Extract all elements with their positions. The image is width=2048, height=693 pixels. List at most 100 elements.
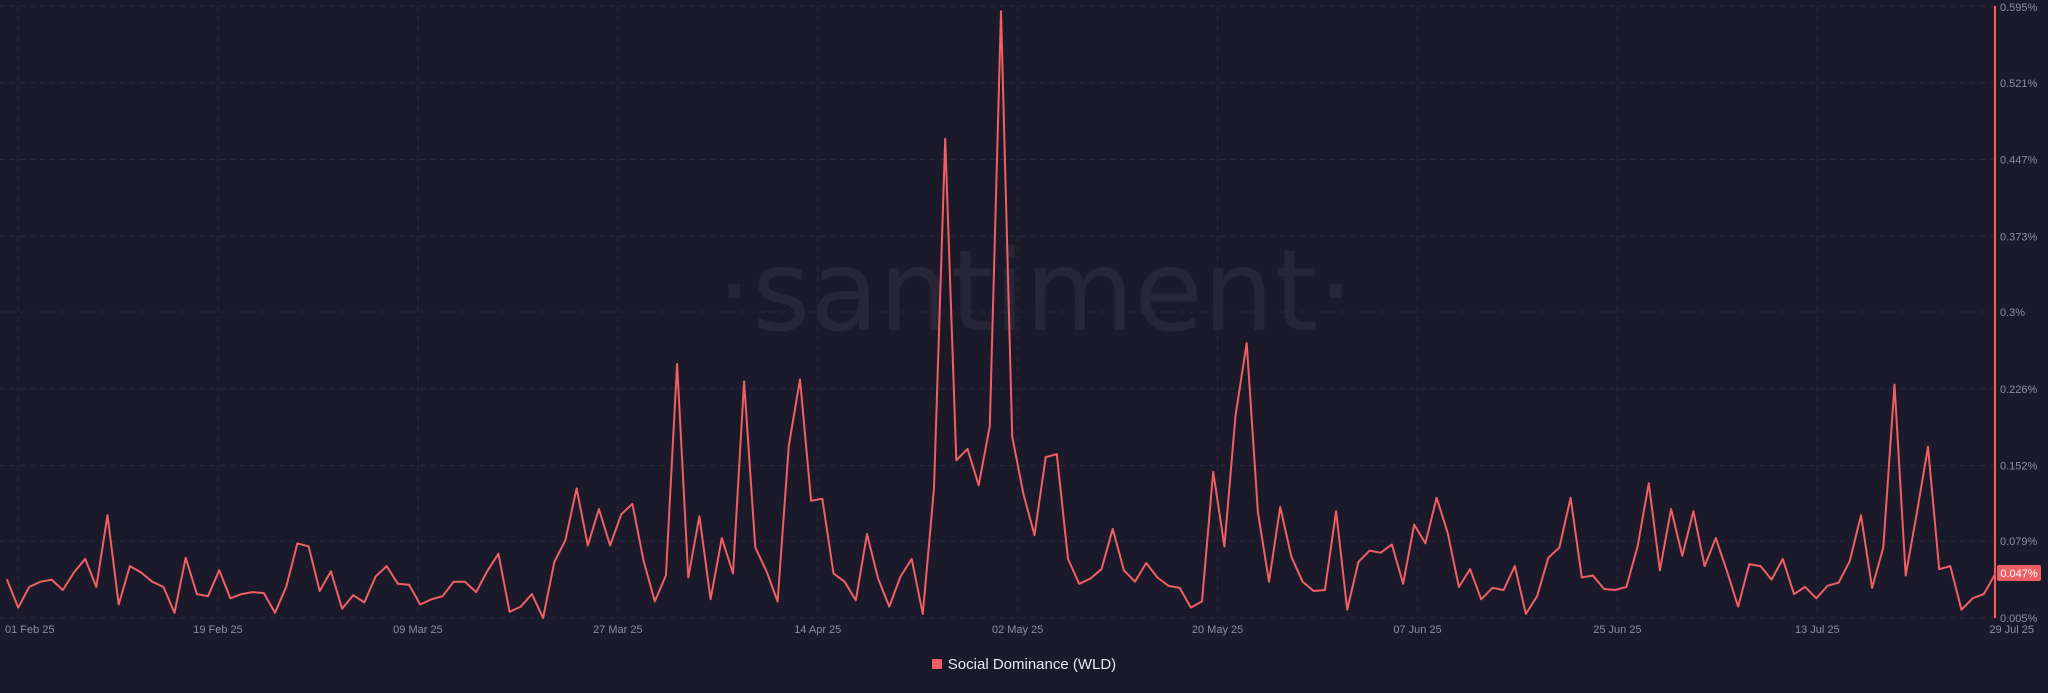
data-point bbox=[598, 508, 600, 510]
x-tick-label: 09 Mar 25 bbox=[393, 624, 443, 636]
data-point bbox=[944, 138, 946, 140]
data-point bbox=[397, 583, 399, 585]
data-point bbox=[1346, 608, 1348, 611]
data-point bbox=[1156, 576, 1159, 579]
data-point bbox=[1927, 446, 1929, 448]
data-point bbox=[1804, 586, 1806, 588]
data-point bbox=[1424, 542, 1427, 545]
data-point bbox=[1379, 551, 1382, 554]
data-point bbox=[1044, 456, 1047, 459]
data-point bbox=[251, 591, 254, 593]
data-point bbox=[1659, 569, 1661, 572]
data-point bbox=[95, 586, 98, 588]
data-point bbox=[1201, 600, 1203, 603]
data-point bbox=[1391, 543, 1393, 546]
data-point bbox=[162, 586, 165, 588]
data-point bbox=[654, 600, 656, 603]
data-point bbox=[1614, 589, 1617, 591]
data-point bbox=[1234, 414, 1237, 417]
data-point bbox=[430, 598, 433, 601]
data-point bbox=[1178, 587, 1181, 589]
data-point bbox=[274, 612, 276, 614]
data-point bbox=[1301, 580, 1304, 583]
data-point bbox=[754, 546, 757, 549]
data-point bbox=[73, 571, 75, 574]
data-point bbox=[910, 558, 913, 560]
data-point bbox=[609, 544, 611, 547]
data-point bbox=[587, 544, 589, 547]
data-point bbox=[1290, 556, 1293, 558]
data-point bbox=[1681, 555, 1684, 557]
x-tick-label: 19 Feb 25 bbox=[193, 624, 243, 636]
data-point bbox=[899, 575, 902, 578]
data-point bbox=[6, 578, 8, 581]
data-point bbox=[542, 617, 544, 619]
data-point bbox=[687, 576, 690, 579]
data-point bbox=[620, 513, 623, 516]
data-point bbox=[1011, 435, 1013, 438]
data-point bbox=[564, 539, 567, 541]
data-point bbox=[1703, 565, 1706, 567]
x-tick-label: 29 Jul 25 bbox=[1989, 624, 2034, 636]
data-point bbox=[1268, 580, 1270, 583]
data-point bbox=[1782, 558, 1784, 560]
data-point bbox=[374, 575, 377, 578]
data-point bbox=[1279, 506, 1281, 508]
data-point bbox=[1569, 496, 1572, 499]
data-point bbox=[966, 448, 969, 450]
x-axis-ticks: 01 Feb 25 19 Feb 25 09 Mar 25 27 Mar 25 14 A… bbox=[5, 624, 2034, 636]
data-point bbox=[151, 580, 153, 583]
data-point bbox=[1871, 587, 1873, 589]
data-point bbox=[475, 591, 477, 593]
data-point bbox=[117, 603, 120, 606]
data-point bbox=[866, 533, 868, 535]
data-point bbox=[28, 586, 31, 588]
legend-swatch bbox=[931, 659, 942, 669]
data-point bbox=[1983, 593, 1985, 595]
x-tick-label: 07 Jun 25 bbox=[1393, 624, 1441, 636]
data-point bbox=[285, 586, 288, 588]
data-point bbox=[810, 500, 812, 502]
data-point bbox=[296, 542, 299, 545]
data-point bbox=[1089, 577, 1092, 580]
data-point bbox=[196, 593, 198, 595]
y-tick-label: 0.447% bbox=[2000, 155, 2038, 167]
data-point bbox=[799, 378, 801, 381]
data-point bbox=[1212, 470, 1214, 473]
data-point bbox=[843, 580, 846, 583]
data-point bbox=[776, 600, 779, 603]
data-point bbox=[1100, 568, 1103, 570]
data-point bbox=[1793, 593, 1795, 595]
data-point bbox=[218, 569, 220, 572]
data-point bbox=[709, 598, 712, 601]
data-point bbox=[1223, 545, 1226, 548]
data-point bbox=[1078, 583, 1080, 585]
data-point bbox=[318, 590, 321, 592]
data-point bbox=[1123, 569, 1125, 572]
data-point bbox=[1893, 383, 1896, 386]
data-point bbox=[1067, 558, 1069, 560]
x-tick-label: 20 May 25 bbox=[1192, 624, 1243, 636]
data-point bbox=[531, 593, 533, 595]
y-tick-label: 0.3% bbox=[2000, 307, 2025, 319]
data-point bbox=[1603, 588, 1605, 590]
data-point bbox=[1815, 597, 1818, 600]
data-point bbox=[17, 606, 20, 609]
data-point bbox=[1949, 565, 1952, 567]
data-point bbox=[1111, 528, 1114, 530]
data-point bbox=[955, 459, 958, 462]
data-point bbox=[419, 603, 422, 606]
data-point bbox=[1960, 608, 1963, 611]
data-point bbox=[408, 584, 410, 586]
y-tick-label: 0.521% bbox=[2000, 78, 2038, 90]
y-tick-label: 0.079% bbox=[2000, 536, 2038, 548]
legend[interactable]: Social Dominance (WLD) bbox=[0, 656, 2048, 673]
data-point bbox=[1245, 342, 1248, 344]
x-tick-label: 01 Feb 25 bbox=[5, 624, 55, 636]
data-point bbox=[1536, 595, 1538, 597]
x-tick-label: 25 Jun 25 bbox=[1593, 624, 1641, 636]
data-point bbox=[1558, 546, 1561, 549]
data-point bbox=[1625, 586, 1628, 588]
data-point bbox=[173, 612, 176, 614]
